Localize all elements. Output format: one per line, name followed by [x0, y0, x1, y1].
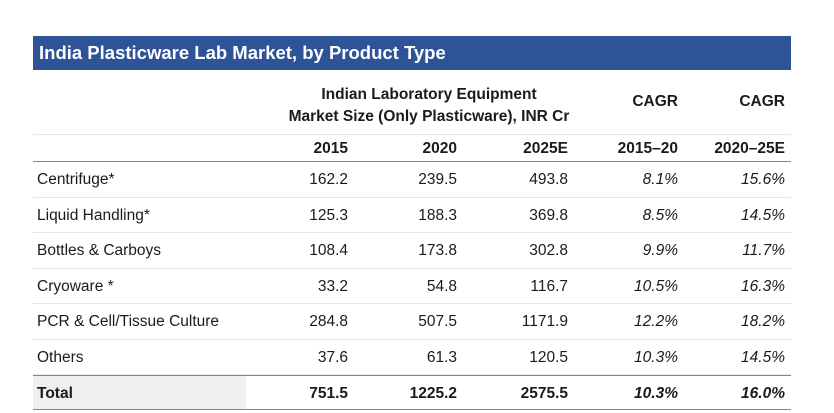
- table-title: India Plasticware Lab Market, by Product…: [33, 36, 791, 70]
- cell-2020: 188.3: [418, 206, 457, 224]
- cell-2020: 54.8: [426, 277, 457, 295]
- cell-2020: 507.5: [418, 313, 457, 330]
- cell-2025e: 369.8: [529, 206, 568, 224]
- total-label: Total: [37, 385, 73, 402]
- total-2020: 1225.2: [409, 385, 457, 402]
- year-header-cagr-2015-20: 2015–20: [617, 140, 678, 157]
- row-label: Others: [37, 348, 84, 366]
- cell-2015: 162.2: [309, 171, 348, 188]
- cell-cagr-2020-25e: 18.2%: [741, 313, 785, 330]
- total-label-shade: [33, 376, 246, 409]
- market-size-header: Indian Laboratory Equipment Market Size …: [248, 84, 610, 128]
- cell-cagr-2015-20: 10.3%: [634, 348, 678, 366]
- total-cagr-2020-25e: 16.0%: [741, 385, 785, 402]
- cell-cagr-2015-20: 12.2%: [634, 313, 678, 330]
- cell-cagr-2020-25e: 11.7%: [742, 242, 785, 259]
- table-row: Bottles & Carboys 108.4 173.8 302.8 9.9%…: [33, 233, 791, 269]
- cell-2025e: 1171.9: [521, 313, 568, 330]
- market-size-header-line1: Indian Laboratory Equipment: [321, 86, 537, 103]
- row-label: Cryoware *: [37, 277, 114, 295]
- table-row: Others 37.6 61.3 120.5 10.3% 14.5%: [33, 340, 791, 375]
- cell-cagr-2020-25e: 14.5%: [741, 348, 785, 366]
- year-header-cagr-2020-25e: 2020–25E: [714, 140, 785, 157]
- table-row: PCR & Cell/Tissue Culture 284.8 507.5 11…: [33, 304, 791, 340]
- cell-cagr-2020-25e: 15.6%: [741, 171, 785, 188]
- row-label: Liquid Handling*: [37, 206, 150, 224]
- cell-2015: 37.6: [317, 348, 348, 366]
- cagr-header-2: CAGR: [739, 93, 785, 110]
- market-size-header-line2: Market Size (Only Plasticware), INR Cr: [288, 108, 570, 125]
- table-row: Liquid Handling* 125.3 188.3 369.8 8.5% …: [33, 198, 791, 233]
- cell-2020: 61.3: [426, 348, 457, 366]
- year-header-2020: 2020: [422, 140, 457, 157]
- cell-cagr-2015-20: 8.5%: [642, 206, 678, 224]
- cell-2015: 284.8: [309, 313, 348, 330]
- header-divider: [33, 134, 791, 135]
- table-row: Cryoware * 33.2 54.8 116.7 10.5% 16.3%: [33, 269, 791, 304]
- cell-2015: 108.4: [309, 242, 348, 259]
- cell-cagr-2020-25e: 16.3%: [741, 277, 785, 295]
- row-label: PCR & Cell/Tissue Culture: [37, 313, 220, 330]
- cell-cagr-2020-25e: 14.5%: [741, 206, 785, 224]
- total-cagr-2015-20: 10.3%: [634, 385, 678, 402]
- cell-2025e: 493.8: [529, 171, 568, 188]
- table-row: Centrifuge* 162.2 239.5 493.8 8.1% 15.6%: [33, 162, 791, 198]
- bottom-green-rule: [33, 409, 791, 410]
- row-label: Bottles & Carboys: [37, 242, 162, 259]
- cell-2015: 125.3: [309, 206, 348, 224]
- year-header-2015: 2015: [313, 140, 348, 157]
- total-2025e: 2575.5: [520, 385, 568, 402]
- cell-cagr-2015-20: 9.9%: [642, 242, 678, 259]
- year-header-2025e: 2025E: [523, 140, 568, 157]
- market-table: India Plasticware Lab Market, by Product…: [33, 36, 791, 410]
- cell-2025e: 302.8: [529, 242, 568, 259]
- cell-2025e: 116.7: [530, 277, 568, 295]
- total-2015: 751.5: [309, 385, 348, 402]
- cell-cagr-2015-20: 8.1%: [642, 171, 678, 188]
- cagr-header-1: CAGR: [632, 93, 678, 110]
- cell-cagr-2015-20: 10.5%: [634, 277, 678, 295]
- cell-2025e: 120.5: [529, 348, 568, 366]
- cell-2020: 173.8: [418, 242, 457, 259]
- cell-2020: 239.5: [418, 171, 457, 188]
- cell-2015: 33.2: [317, 277, 348, 295]
- table-header: Indian Laboratory Equipment Market Size …: [33, 70, 791, 162]
- row-label: Centrifuge*: [37, 171, 115, 188]
- total-row: Total 751.5 1225.2 2575.5 10.3% 16.0%: [33, 375, 791, 409]
- header-green-rule: [33, 161, 791, 162]
